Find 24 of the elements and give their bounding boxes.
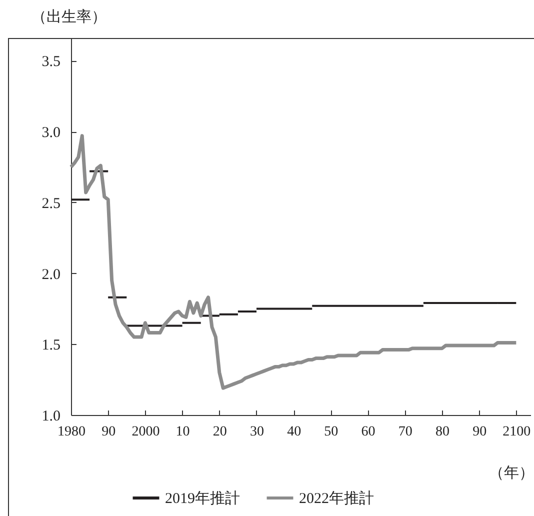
x-tick-label: 40	[287, 424, 302, 440]
x-tick-label: 1980	[58, 424, 86, 440]
x-tick-label: 10	[176, 424, 190, 440]
x-tick-label: 90	[472, 424, 487, 440]
y-tick-label: 3.5	[42, 54, 60, 70]
x-tick-label: 80	[435, 424, 450, 440]
x-tick-label: 60	[361, 424, 376, 440]
y-tick-label: 1.0	[42, 408, 60, 424]
x-axis-title: （年）	[489, 464, 534, 482]
x-tick-label: 90	[102, 424, 116, 440]
legend-label: 2019年推計	[165, 490, 240, 507]
y-tick-label: 2.0	[42, 266, 60, 283]
x-tick-label: 2000	[132, 424, 160, 440]
y-tick-label: 1.5	[42, 338, 60, 354]
x-tick-label: 50	[324, 424, 338, 440]
legend-label: 2022年推計	[299, 490, 374, 507]
y-axis-title: （出生率）	[32, 8, 106, 26]
y-tick-label: 3.0	[42, 125, 60, 142]
x-tick-label: 20	[212, 424, 227, 440]
x-tick-label: 2100	[502, 424, 531, 440]
x-tick-label: 70	[398, 424, 412, 440]
line-series	[69, 134, 518, 390]
x-tick-label: 30	[250, 424, 264, 440]
y-tick-label: 2.5	[42, 196, 60, 212]
